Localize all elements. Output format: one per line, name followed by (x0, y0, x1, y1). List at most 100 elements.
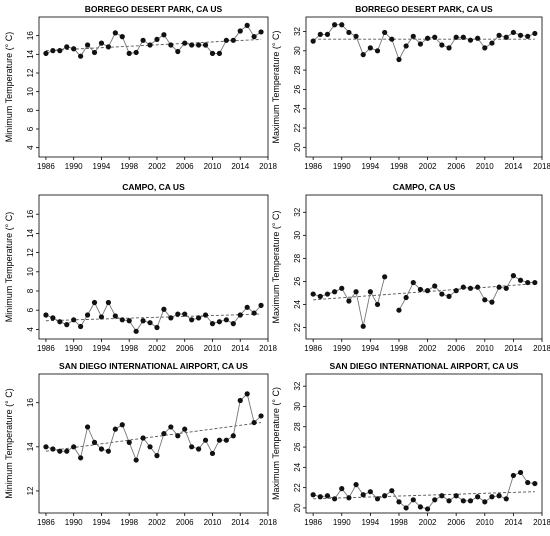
y-tick-label: 8 (26, 108, 35, 113)
x-tick-label: 2014 (231, 162, 249, 171)
y-tick-label: 28 (293, 422, 302, 431)
data-point (71, 317, 77, 323)
x-tick-label: 2018 (259, 344, 277, 353)
data-point (43, 444, 49, 450)
y-tick-label: 30 (293, 230, 302, 239)
y-tick-label: 12 (26, 68, 35, 77)
data-point (410, 33, 416, 39)
y-axis-label: Maximum Temperature (° C) (271, 211, 281, 324)
chart-panel-4: CAMPO, CA US Maximum Temperature (° C) 198… (271, 182, 550, 353)
data-point (396, 499, 402, 505)
data-point (496, 284, 502, 290)
y-tick-label: 14 (26, 49, 35, 58)
data-point (223, 317, 229, 323)
y-tick-label: 10 (26, 267, 35, 276)
series-line (45, 393, 262, 462)
data-point (339, 22, 345, 28)
data-point (140, 435, 146, 441)
data-point (382, 493, 388, 499)
data-point (133, 49, 139, 56)
x-tick-label: 2010 (204, 344, 222, 353)
x-tick-label: 1990 (65, 518, 83, 527)
data-point (43, 50, 49, 57)
y-axis-label: Maximum Temperature (° C) (271, 387, 281, 500)
y-tick-label: 20 (293, 142, 302, 151)
data-point (175, 48, 181, 55)
data-point (71, 46, 77, 52)
y-tick-label: 24 (293, 462, 302, 471)
x-tick-label: 1986 (37, 518, 55, 527)
x-tick-label: 2014 (504, 344, 522, 353)
y-tick-label: 12 (26, 486, 35, 495)
data-point (475, 494, 481, 500)
y-tick-label: 22 (293, 322, 302, 331)
y-tick-label: 22 (293, 483, 302, 492)
data-point (439, 493, 445, 499)
data-point (367, 45, 373, 51)
data-point (216, 50, 223, 57)
data-point (346, 298, 352, 304)
data-point (453, 34, 459, 40)
chart-panel-3: CAMPO, CA US Minimum Temperature (° C) 198… (4, 182, 277, 353)
data-point (424, 506, 431, 512)
data-point (175, 311, 181, 317)
data-point (50, 446, 56, 452)
data-point (467, 498, 474, 504)
y-axis-label: Minimum Temperature (° C) (4, 212, 14, 322)
data-point (84, 424, 91, 430)
panel-title: CAMPO, CA US (122, 182, 185, 192)
data-point (503, 285, 509, 291)
data-point (475, 284, 481, 290)
data-point (223, 437, 229, 443)
data-point (140, 318, 146, 324)
data-point (126, 50, 132, 57)
data-point (202, 42, 209, 48)
x-tick-label: 1998 (120, 162, 138, 171)
data-point (339, 486, 345, 492)
data-point (417, 286, 424, 293)
data-point (237, 28, 243, 34)
data-point (154, 453, 160, 459)
data-point (126, 439, 132, 445)
data-point (346, 495, 352, 501)
data-point (50, 48, 56, 54)
data-point (353, 481, 359, 488)
data-point (216, 437, 223, 443)
data-point (317, 31, 323, 37)
data-point (467, 37, 474, 43)
x-tick-label: 2010 (204, 518, 222, 527)
x-tick-label: 1998 (390, 518, 408, 527)
data-point (57, 48, 63, 54)
data-point (64, 322, 70, 328)
x-tick-label: 2002 (419, 162, 437, 171)
y-tick-label: 28 (293, 65, 302, 74)
x-tick-label: 2002 (148, 162, 166, 171)
x-tick-label: 2018 (259, 162, 277, 171)
data-point (453, 493, 459, 499)
trend-line (45, 38, 262, 52)
x-tick-label: 1994 (361, 518, 379, 527)
data-point (496, 493, 502, 499)
data-point (78, 455, 84, 461)
data-point (532, 480, 538, 487)
y-tick-label: 14 (26, 442, 35, 451)
data-point (432, 34, 438, 40)
series-line (313, 471, 535, 510)
y-tick-label: 16 (26, 398, 35, 407)
x-tick-label: 2014 (504, 162, 522, 171)
x-tick-label: 1994 (93, 162, 111, 171)
data-point (517, 469, 524, 476)
x-tick-label: 1990 (333, 162, 351, 171)
data-point (147, 42, 153, 48)
chart-panel-6: SAN DIEGO INTERNATIONAL AIRPORT, CA US Ma… (271, 361, 550, 527)
x-tick-label: 2006 (176, 162, 194, 171)
data-point (532, 30, 538, 37)
data-point (189, 317, 195, 323)
x-tick-label: 2006 (176, 518, 194, 527)
data-point (389, 488, 395, 494)
y-tick-label: 26 (293, 442, 302, 451)
data-point (168, 424, 174, 430)
data-point (154, 324, 160, 331)
data-point (91, 299, 98, 306)
